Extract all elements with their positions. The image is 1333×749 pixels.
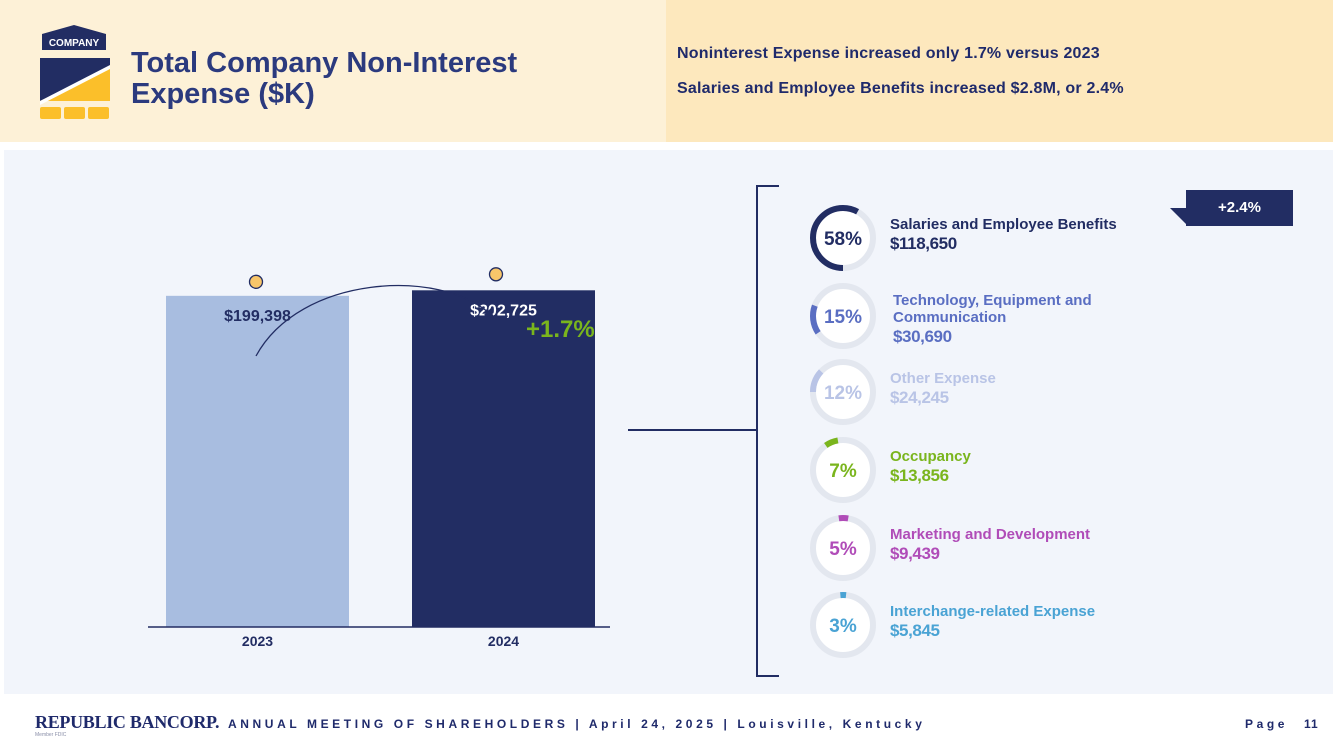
category-5-name: Interchange-related Expense: [890, 603, 1096, 620]
header-right-band: [666, 0, 1333, 142]
donut-arc-3: [810, 437, 876, 503]
logo-text: COMPANY: [49, 38, 100, 49]
brand-logo: REPUBLIC BANCORP.: [35, 712, 220, 732]
donut-percent-label-3: 7%: [829, 461, 857, 482]
category-1-name: Technology, Equipment and Communication: [893, 292, 1092, 326]
bar-2024: [412, 290, 595, 627]
highlight-salaries: Salaries and Employee Benefits increased…: [677, 80, 1124, 97]
page-number: 11: [1304, 717, 1319, 731]
donut-arc-5: [810, 592, 876, 659]
category-2-name: Other Expense: [890, 370, 996, 387]
category-3: Occupancy $13,856: [890, 448, 1170, 487]
category-4: Marketing and Development $9,439: [890, 526, 1170, 565]
category-5-value: $5,845: [890, 621, 940, 640]
x-tick-label-2024: 2024: [488, 633, 519, 649]
marker-2023: [248, 274, 264, 289]
category-3-value: $13,856: [890, 466, 949, 485]
bar-2023: [166, 295, 349, 627]
chart-area: $199,3982023$202,7252024+1.7%58%15%12%7%…: [148, 185, 877, 677]
category-1-value: $30,690: [893, 327, 952, 346]
change-label: +1.7%: [526, 316, 595, 343]
category-2-value: $24,245: [890, 388, 949, 407]
category-0-name: Salaries and Employee Benefits: [890, 216, 1117, 233]
donut-arc-0: [810, 205, 876, 271]
donut-arc-2: [810, 359, 876, 425]
growth-arrow-head: [484, 308, 494, 319]
donut-percent-label-2: 12%: [824, 383, 862, 404]
salaries-change-badge-tail: [1170, 208, 1188, 226]
donut-percent-label-0: 58%: [824, 229, 862, 250]
marker-2024: [488, 267, 504, 282]
salaries-change-badge: +2.4%: [1186, 190, 1293, 226]
growth-arrow-curve: [255, 284, 491, 357]
company-logo: COMPANY: [40, 25, 110, 119]
meeting-info: ANNUAL MEETING OF SHAREHOLDERS | April 2…: [228, 717, 926, 731]
bar-value-label-2023: $199,398: [224, 308, 291, 325]
category-4-name: Marketing and Development: [890, 526, 1091, 543]
header-left-band: [0, 0, 666, 142]
highlight-noninterest: Noninterest Expense increased only 1.7% …: [677, 45, 1100, 62]
brand-subtext: Member FDIC: [35, 732, 67, 738]
page-title-line1: Total Company Non-Interest: [131, 47, 518, 79]
donut-percent-label-5: 3%: [829, 616, 857, 637]
category-2: Other Expense $24,245: [890, 370, 1170, 409]
category-4-value: $9,439: [890, 544, 940, 563]
category-3-name: Occupancy: [890, 448, 971, 465]
page-label: Page: [1245, 717, 1289, 731]
donut-track-3: [810, 437, 876, 503]
page-title-line2: Expense ($K): [131, 78, 315, 110]
category-1: Technology, Equipment and Communication $…: [893, 292, 1173, 348]
donut-percent-label-4: 5%: [829, 539, 857, 560]
donut-percent-label-1: 15%: [824, 307, 862, 328]
donut-arc-1: [810, 283, 877, 349]
donut-arc-4: [810, 515, 876, 581]
bracket: [756, 185, 779, 677]
category-0: Salaries and Employee Benefits $118,650: [890, 216, 1170, 255]
category-5: Interchange-related Expense $5,845: [890, 603, 1170, 642]
category-0-value: $118,650: [890, 234, 957, 253]
page-title: Total Company Non-Interest Expense ($K): [131, 48, 611, 110]
x-tick-label-2023: 2023: [242, 633, 273, 649]
